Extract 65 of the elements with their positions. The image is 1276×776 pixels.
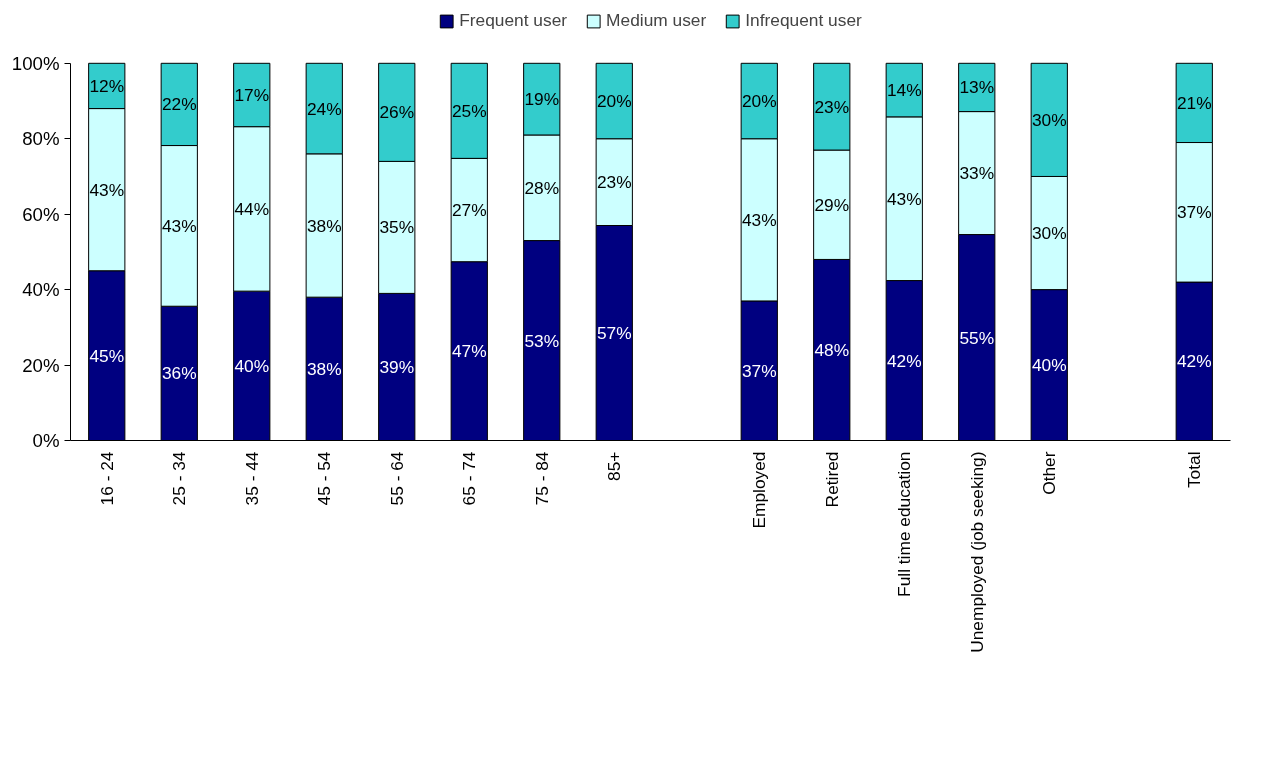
x-tick-label: 85+ — [604, 451, 625, 481]
data-label: 19% — [524, 89, 560, 110]
data-label: 29% — [814, 194, 850, 215]
y-tick-label: 80% — [22, 128, 60, 150]
x-tick-label: Unemployed (job seeking) — [966, 451, 987, 653]
data-label: 42% — [1176, 351, 1212, 372]
data-label: 37% — [1176, 202, 1212, 223]
data-label: 27% — [451, 200, 487, 221]
data-label: 24% — [306, 98, 342, 119]
data-label: 30% — [1031, 109, 1067, 130]
data-label: 43% — [741, 209, 777, 230]
data-label: 42% — [886, 350, 922, 371]
data-label: 43% — [886, 188, 922, 209]
data-label: 14% — [886, 80, 922, 101]
data-label: 35% — [379, 217, 415, 238]
data-label: 23% — [596, 172, 632, 193]
x-tick-label: Employed — [749, 451, 770, 529]
data-label: 17% — [234, 84, 270, 105]
data-label: 23% — [814, 96, 850, 117]
legend-label: Infrequent user — [745, 10, 862, 31]
x-tick-label: 75 - 84 — [531, 451, 552, 506]
data-label: 28% — [524, 177, 560, 198]
data-label: 45% — [89, 345, 125, 366]
data-label: 40% — [1031, 355, 1067, 376]
x-tick-label: Other — [1039, 451, 1060, 495]
y-tick-label: 60% — [22, 203, 60, 225]
data-label: 36% — [161, 363, 197, 384]
x-tick-label: Total — [1184, 451, 1205, 489]
y-tick-label: 100% — [11, 52, 60, 74]
x-tick-label: 16 - 24 — [96, 451, 117, 506]
y-tick-label: 20% — [22, 354, 60, 376]
data-label: 22% — [161, 94, 197, 115]
x-tick-label: 65 - 74 — [459, 451, 480, 506]
x-tick-label: Full time education — [894, 451, 915, 597]
data-label: 20% — [741, 91, 777, 112]
data-label: 26% — [379, 102, 415, 123]
data-label: 40% — [234, 355, 270, 376]
data-label: 43% — [89, 179, 125, 200]
data-label: 38% — [306, 358, 342, 379]
data-label: 48% — [814, 339, 850, 360]
x-tick-label: 35 - 44 — [241, 451, 262, 506]
data-label: 21% — [1176, 92, 1212, 113]
x-tick-label: 45 - 54 — [314, 451, 335, 506]
data-label: 39% — [379, 356, 415, 377]
x-tick-label: Retired — [821, 451, 842, 508]
y-tick-label: 0% — [32, 430, 60, 451]
data-label: 13% — [959, 77, 995, 98]
data-label: 57% — [596, 323, 632, 343]
data-label: 25% — [451, 100, 487, 121]
legend-label: Medium user — [606, 10, 707, 31]
data-label: 20% — [596, 91, 632, 112]
data-label: 44% — [234, 198, 270, 219]
x-tick-label: 55 - 64 — [386, 451, 407, 506]
data-label: 38% — [306, 215, 342, 236]
data-label: 47% — [451, 341, 487, 362]
legend-label: Frequent user — [459, 10, 568, 31]
data-label: 53% — [524, 330, 560, 351]
data-label: 55% — [959, 327, 995, 348]
data-label: 43% — [161, 215, 197, 236]
data-label: 30% — [1031, 223, 1067, 244]
data-label: 37% — [741, 360, 777, 381]
x-tick-label: 25 - 34 — [169, 451, 190, 506]
data-label: 12% — [89, 75, 125, 96]
y-tick-label: 40% — [22, 279, 60, 301]
data-label: 33% — [959, 163, 995, 184]
